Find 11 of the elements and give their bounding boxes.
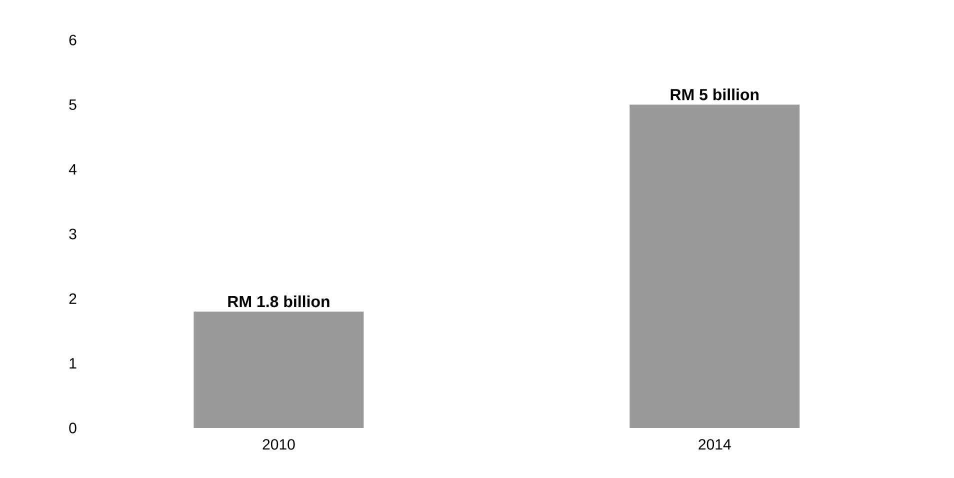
x-tick-label: 2010 xyxy=(262,439,295,450)
data-label: RM 1.8 billion xyxy=(228,295,330,308)
y-tick-label: 3 xyxy=(69,228,76,240)
y-tick-label: 6 xyxy=(69,34,76,46)
y-tick-label: 4 xyxy=(68,164,76,175)
y-tick-label: 2 xyxy=(69,293,76,304)
y-tick-label: 1 xyxy=(70,358,76,368)
y-tick-label: 0 xyxy=(69,422,76,434)
y-tick-label: 5 xyxy=(69,99,76,110)
x-tick-label: 2014 xyxy=(698,439,731,450)
data-label: RM 5 billion xyxy=(670,88,759,100)
